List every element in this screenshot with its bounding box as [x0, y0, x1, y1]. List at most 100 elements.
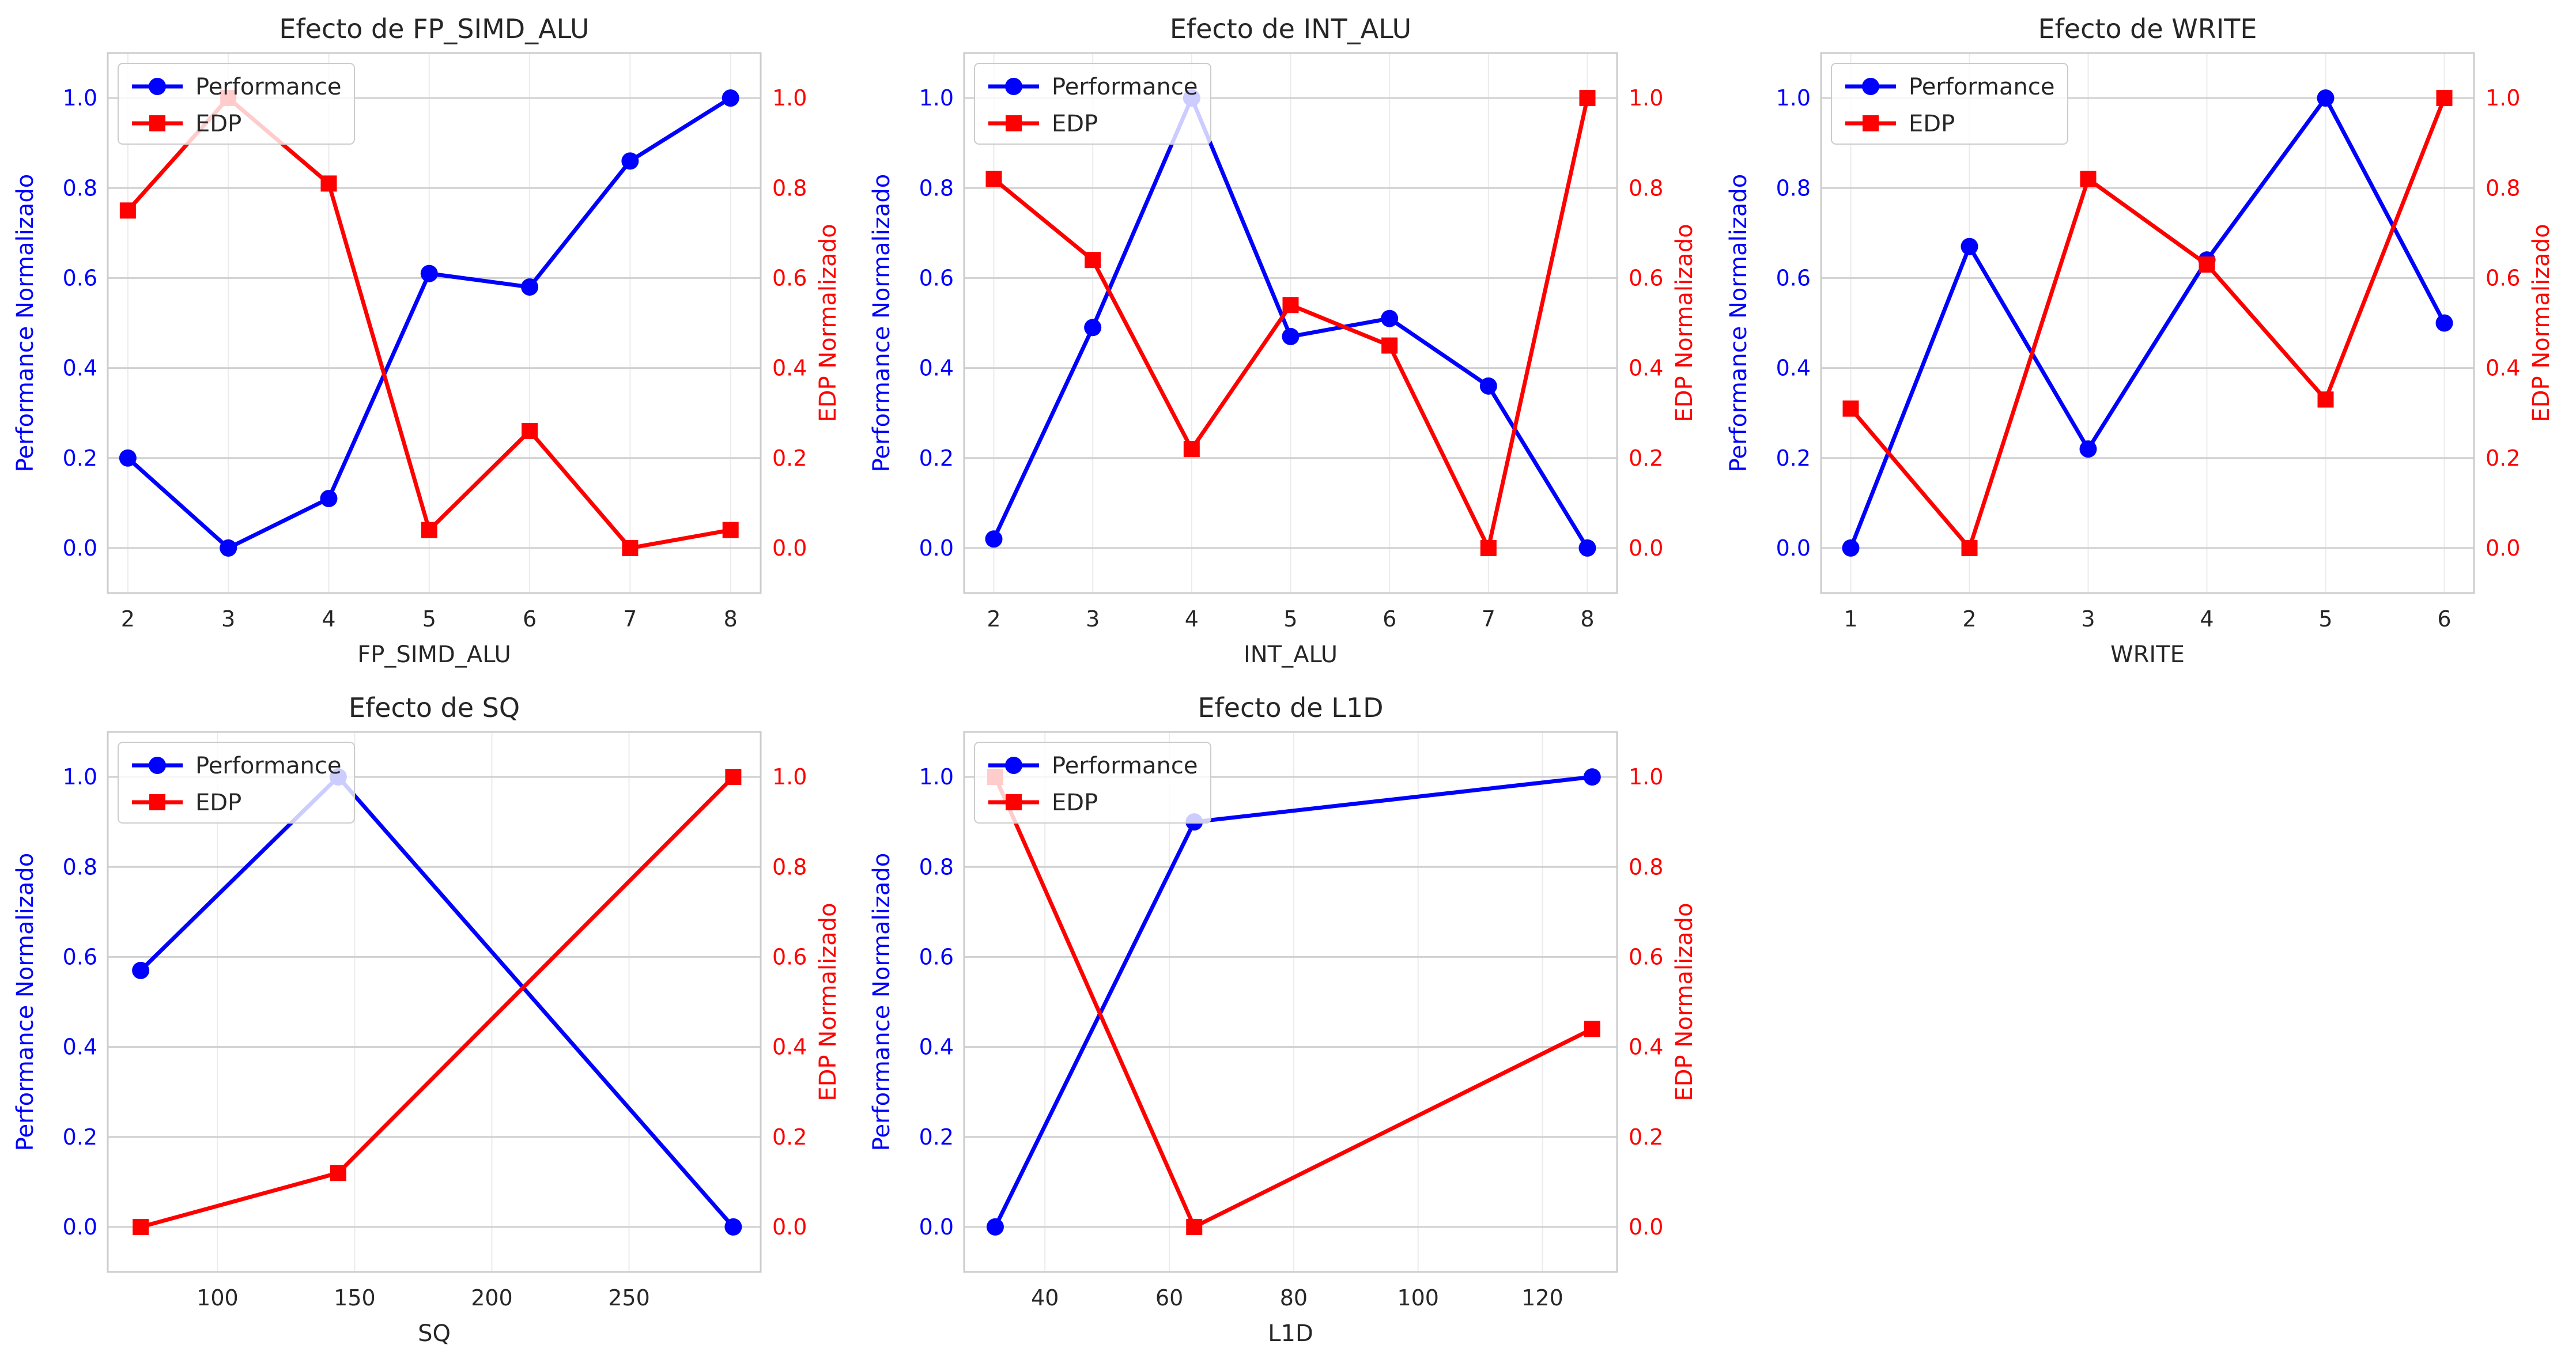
data-point-performance [1961, 237, 1978, 255]
x-tick-label: 2 [987, 606, 1000, 632]
x-tick-label: 40 [1031, 1285, 1059, 1311]
y-right-tick-label: 0.2 [2486, 445, 2520, 471]
data-point-edp [1381, 337, 1398, 354]
x-tick-label: 4 [2200, 606, 2214, 632]
y-right-axis-label: EDP Normalizado [1671, 903, 1698, 1101]
data-point-edp [522, 422, 538, 439]
y-right-tick-label: 0.4 [2486, 356, 2520, 381]
y-left-tick-label: 0.8 [63, 175, 97, 201]
data-point-performance [621, 152, 639, 170]
data-point-performance [1282, 327, 1300, 345]
y-left-tick-label: 0.6 [63, 265, 97, 290]
y-left-axis-label: Performance Normalizado [12, 853, 39, 1151]
y-left-tick-label: 1.0 [63, 764, 97, 790]
y-right-tick-label: 1.0 [772, 764, 807, 790]
y-right-axis-label: EDP Normalizado [2528, 224, 2555, 422]
y-left-tick-label: 0.0 [63, 1214, 97, 1240]
y-left-tick-label: 1.0 [919, 85, 954, 111]
y-right-tick-label: 0.4 [772, 356, 807, 381]
series-line-edp [1849, 97, 2446, 550]
data-point-edp [133, 1218, 149, 1235]
data-point-performance [2317, 89, 2335, 107]
legend-label-performance: Performance [195, 753, 341, 779]
data-point-edp [722, 522, 739, 538]
y-left-tick-label: 0.8 [1776, 175, 1811, 201]
chart-title: Efecto de SQ [349, 692, 520, 723]
y-right-tick-label: 0.2 [1629, 445, 1663, 471]
data-point-edp [2199, 256, 2215, 273]
legend-label-edp: EDP [1909, 111, 1955, 137]
y-left-tick-label: 0.4 [919, 356, 954, 381]
data-point-performance [2079, 440, 2097, 458]
data-point-performance [220, 539, 237, 557]
legend-label-performance: Performance [1909, 74, 2054, 100]
x-tick-label: 4 [322, 606, 335, 632]
data-point-edp [2080, 171, 2097, 187]
legend-label-edp: EDP [1052, 790, 1098, 816]
chart-panel-4: Efecto de SQ 100 150 200 250 0.0 0.0 0.2 0.2 0.4 0… [12, 692, 841, 1347]
y-right-tick-label: 0.4 [772, 1034, 807, 1060]
y-left-tick-label: 1.0 [63, 85, 97, 111]
x-tick-label: 7 [1482, 606, 1495, 632]
y-right-tick-label: 0.8 [1629, 854, 1663, 879]
y-right-tick-label: 0.6 [1629, 265, 1663, 290]
data-point-edp [1579, 90, 1596, 107]
y-left-tick-label: 0.8 [919, 175, 954, 201]
y-right-tick-label: 0.6 [2486, 265, 2520, 290]
y-right-tick-label: 1.0 [2486, 85, 2520, 111]
y-left-tick-label: 0.2 [1776, 445, 1811, 471]
x-tick-label: 8 [1580, 606, 1594, 632]
data-point-edp [1842, 400, 1859, 417]
x-tick-label: 2 [1962, 606, 1976, 632]
y-left-tick-label: 0.2 [63, 445, 97, 471]
x-tick-label: 1 [1844, 606, 1857, 632]
y-right-tick-label: 1.0 [1629, 764, 1663, 790]
legend-marker-performance [149, 757, 166, 774]
legend-label-edp: EDP [1052, 111, 1098, 137]
y-left-tick-label: 0.6 [919, 944, 954, 969]
y-left-tick-label: 0.2 [919, 1124, 954, 1150]
y-left-axis-label: Performance Normalizado [868, 853, 895, 1151]
plot-frame [1820, 52, 2475, 594]
data-point-edp [421, 522, 437, 538]
y-left-tick-label: 0.8 [919, 854, 954, 879]
x-tick-label: 150 [334, 1285, 376, 1311]
x-axis-label: L1D [1268, 1320, 1313, 1347]
x-tick-label: 5 [2318, 606, 2332, 632]
y-right-tick-label: 0.2 [772, 445, 807, 471]
data-point-edp [320, 175, 337, 192]
y-right-tick-label: 0.0 [1629, 535, 1663, 561]
data-point-performance [132, 961, 150, 979]
data-point-edp [1584, 1021, 1600, 1037]
chart-panel-1: Efecto de FP_SIMD_ALU 2 3 4 5 6 7 8 0.0 0.0 0.2 0.2… [12, 13, 841, 668]
y-left-axis-label: Performance Normalizado [868, 174, 895, 472]
y-right-tick-label: 0.6 [772, 944, 807, 969]
data-point-edp [1480, 539, 1497, 556]
plot-frame [963, 52, 1618, 594]
data-point-performance [521, 278, 539, 296]
data-point-performance [1479, 377, 1497, 395]
data-point-edp [2317, 391, 2334, 408]
data-point-performance [119, 449, 137, 467]
y-right-axis-label: EDP Normalizado [815, 224, 841, 422]
x-tick-label: 120 [1521, 1285, 1563, 1311]
x-tick-label: 2 [121, 606, 135, 632]
y-right-tick-label: 0.4 [1629, 356, 1663, 381]
plot-frame [963, 731, 1618, 1273]
y-left-tick-label: 0.2 [63, 1124, 97, 1150]
chart-title: Efecto de INT_ALU [1170, 13, 1411, 44]
data-point-edp [1282, 297, 1299, 314]
y-left-tick-label: 0.6 [63, 944, 97, 969]
y-left-tick-label: 0.0 [1776, 535, 1811, 561]
legend: Performance EDP [974, 63, 1211, 145]
legend-marker-performance [1005, 78, 1022, 95]
y-right-tick-label: 0.0 [772, 1214, 807, 1240]
y-right-tick-label: 0.6 [772, 265, 807, 290]
x-tick-label: 6 [1383, 606, 1396, 632]
y-left-tick-label: 0.4 [919, 1034, 954, 1060]
chart-title: Efecto de WRITE [2038, 13, 2257, 44]
y-left-tick-label: 0.4 [1776, 356, 1811, 381]
y-right-tick-label: 0.8 [1629, 175, 1663, 201]
y-left-tick-label: 0.0 [63, 535, 97, 561]
